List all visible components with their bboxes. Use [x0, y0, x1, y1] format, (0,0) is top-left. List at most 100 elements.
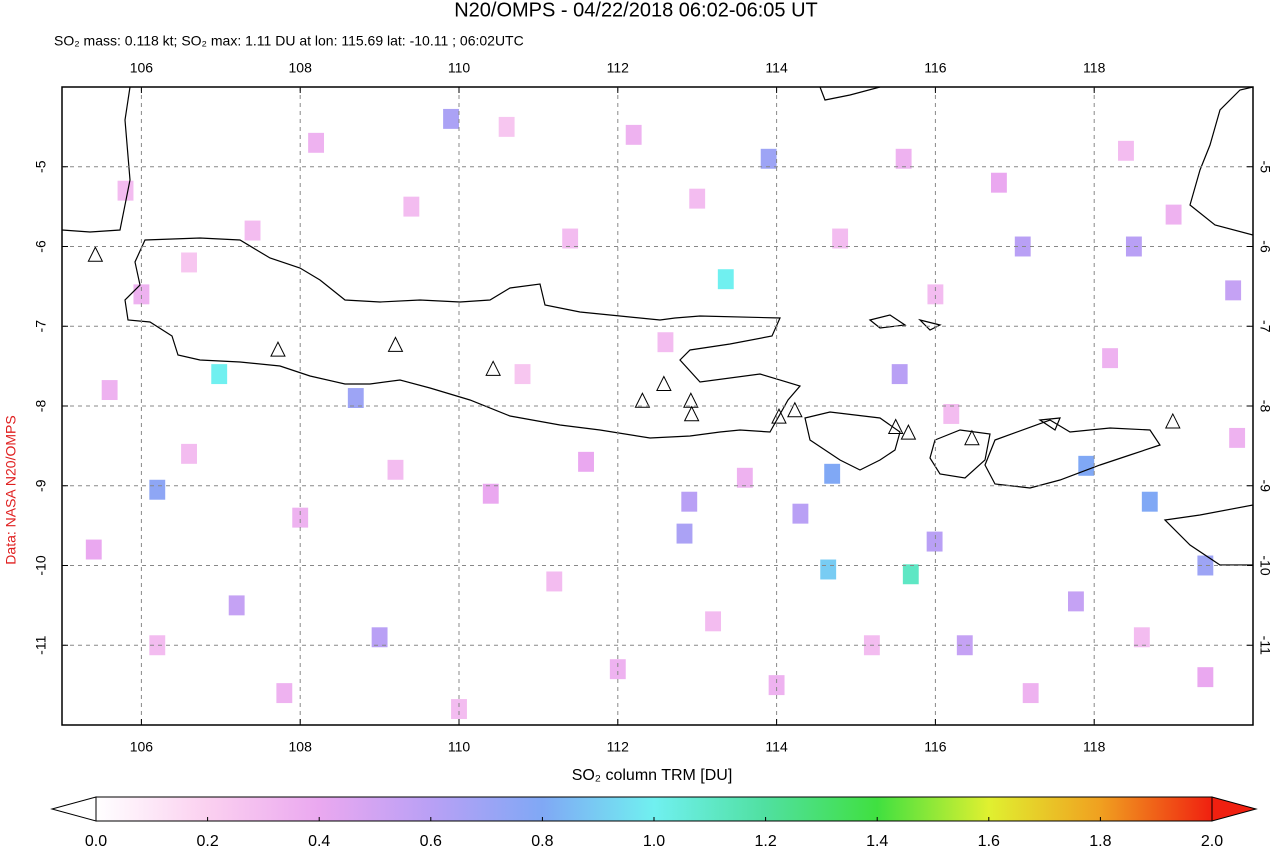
so2-pixel: [1022, 683, 1039, 704]
so2-pixel: [578, 451, 594, 472]
colorbar-tick-label: 0.0: [85, 833, 107, 850]
so2-pixel: [211, 364, 228, 385]
coastline: [62, 87, 131, 233]
chart-title: N20/OMPS - 04/22/2018 06:02-06:05 UT: [454, 0, 818, 21]
x-tick-label: 108: [289, 739, 313, 755]
so2-pixel: [498, 116, 515, 137]
x-tick-label: 112: [607, 60, 630, 76]
volcano: [787, 401, 803, 418]
colorbar-tick-label: 1.0: [643, 833, 665, 850]
volcano: [771, 408, 787, 424]
so2-pixel: [1197, 667, 1214, 688]
so2-pixel: [562, 228, 579, 249]
so2-pixel: [1125, 236, 1142, 257]
y-tick-label: -5: [33, 160, 49, 173]
volcano: [270, 341, 286, 357]
so2-pixel: [956, 635, 973, 656]
volcano: [887, 418, 904, 435]
volcano: [634, 392, 651, 408]
colorbar-tick-label: 0.4: [308, 833, 330, 850]
so2-pixel: [117, 180, 134, 201]
so2-pixel: [181, 252, 197, 273]
so2-pixel: [625, 124, 642, 145]
so2-pixel: [891, 364, 908, 385]
x-tick-label: 114: [765, 739, 788, 755]
so2-pixel: [1197, 555, 1214, 576]
colorbar-tick-label: 1.4: [866, 833, 888, 850]
colorbar-tick-label: 0.8: [531, 833, 553, 850]
so2-pixel: [1067, 591, 1084, 612]
colorbar-tick-label: 1.6: [978, 833, 1000, 850]
coastline: [819, 87, 881, 101]
x-tick-label: 110: [448, 60, 471, 76]
side-label: Data: NASA N20/OMPS: [3, 415, 19, 564]
volcano: [683, 392, 699, 408]
y-tick-label: -5: [1257, 161, 1272, 174]
x-tick-label: 108: [289, 60, 313, 76]
so2-pixel: [482, 483, 499, 504]
coastline: [124, 237, 802, 439]
y-tick-label: -9: [33, 479, 49, 492]
y-tick-label: -10: [33, 555, 49, 575]
y-tick-label: -7: [1257, 320, 1272, 333]
so2-pixel: [276, 683, 293, 704]
so2-pixel: [832, 228, 849, 249]
so2-pixel: [546, 571, 563, 592]
x-tick-label: 110: [448, 739, 471, 755]
so2-pixel: [1078, 455, 1095, 476]
so2-pixel: [1141, 491, 1158, 512]
subtitle: SO₂ mass: 0.118 kt; SO₂ max: 1.11 DU at …: [54, 33, 524, 49]
so2-pixel: [308, 132, 325, 153]
so2-pixel: [1229, 427, 1246, 448]
so2-pixel: [689, 188, 706, 209]
colorbar-tick-label: 0.6: [420, 833, 442, 850]
colorbar-tick-label: 1.8: [1089, 833, 1111, 850]
colorbar-label: SO₂ column TRM [DU]: [572, 767, 733, 784]
so2-pixel: [85, 539, 102, 560]
so2-pixel: [228, 595, 245, 616]
x-tick-label: 106: [130, 60, 154, 76]
volcano: [683, 405, 700, 422]
so2-pixel: [1133, 627, 1150, 648]
volcano: [387, 336, 404, 352]
volcano: [656, 375, 672, 391]
so2-pixel: [705, 611, 722, 632]
so2-pixel: [676, 523, 693, 544]
so2-pixel: [1118, 140, 1134, 161]
volcano: [964, 429, 980, 446]
so2-pixel: [1102, 348, 1119, 369]
y-tick-label: -8: [33, 400, 49, 413]
y-tick-label: -6: [1257, 240, 1272, 253]
so2-pixel: [514, 364, 531, 385]
so2-pixel: [760, 148, 777, 169]
colorbar-tick-label: 1.2: [754, 833, 776, 850]
x-tick-label: 106: [130, 739, 154, 755]
coastline: [804, 411, 901, 471]
x-tick-label: 116: [924, 60, 947, 76]
colorbar-over-arrow: [1211, 796, 1258, 822]
so2-pixel: [133, 284, 150, 305]
volcano: [1164, 412, 1181, 429]
y-tick-label: -9: [1257, 480, 1272, 493]
so2-pixel: [443, 108, 459, 129]
so2-pixel: [895, 148, 912, 169]
so2-pixel: [902, 564, 919, 585]
so2-pixel: [292, 507, 309, 528]
so2-pixel: [990, 172, 1007, 193]
so2-pixel: [736, 467, 753, 488]
coastline: [984, 419, 1161, 489]
so2-pixel: [149, 479, 166, 500]
y-tick-label: -8: [1257, 400, 1272, 413]
so2-pixel: [943, 404, 960, 424]
so2-pixel: [387, 459, 404, 480]
so2-pixel: [244, 220, 261, 241]
so2-pixel: [371, 627, 388, 648]
so2-pixel: [1225, 280, 1242, 301]
so2-pixel: [926, 531, 943, 552]
so2-pixel: [609, 659, 626, 680]
volcano: [87, 246, 104, 262]
so2-pixel: [657, 332, 674, 353]
so2-pixel: [101, 380, 118, 401]
so2-pixel: [403, 196, 420, 217]
so2-pixel: [927, 284, 944, 305]
